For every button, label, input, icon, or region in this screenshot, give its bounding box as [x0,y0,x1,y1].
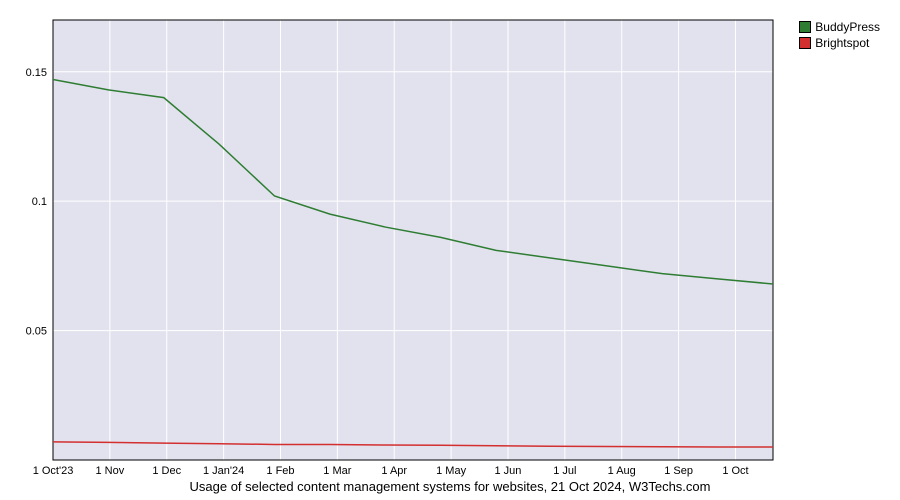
legend-item-buddypress: BuddyPress [799,20,880,34]
x-tick-label: 1 Nov [95,465,124,477]
x-tick-label: 1 Jan'24 [203,465,244,477]
x-tick-label: 1 Dec [152,465,181,477]
legend-item-brightspot: Brightspot [799,36,880,50]
x-tick-label: 1 Apr [381,465,407,477]
x-tick-label: 1 Aug [608,465,636,477]
x-tick-label: 1 Mar [323,465,351,477]
y-tick-label: 0.05 [26,326,47,338]
legend-label: BuddyPress [815,20,880,34]
x-tick-label: 1 Feb [266,465,294,477]
legend-label: Brightspot [815,36,869,50]
x-tick-label: 1 Oct'23 [33,465,74,477]
x-tick-label: 1 Jun [495,465,522,477]
chart-caption: Usage of selected content management sys… [0,479,900,494]
plot-area [53,20,773,460]
y-tick-label: 0.15 [26,67,47,79]
y-tick-label: 0.1 [32,196,47,208]
x-tick-label: 1 Oct [722,465,748,477]
x-tick-label: 1 May [436,465,466,477]
chart-container: 0.05 0.1 0.15 1 Oct'23 1 Nov 1 Dec 1 Jan'24 1 F… [0,0,900,500]
line-chart: 0.05 0.1 0.15 1 Oct'23 1 Nov 1 Dec 1 Jan'24 1 F… [0,0,900,500]
x-tick-label: 1 Jul [553,465,576,477]
legend-swatch [799,21,811,33]
legend: BuddyPress Brightspot [799,20,880,52]
legend-swatch [799,37,811,49]
x-tick-label: 1 Sep [664,465,693,477]
